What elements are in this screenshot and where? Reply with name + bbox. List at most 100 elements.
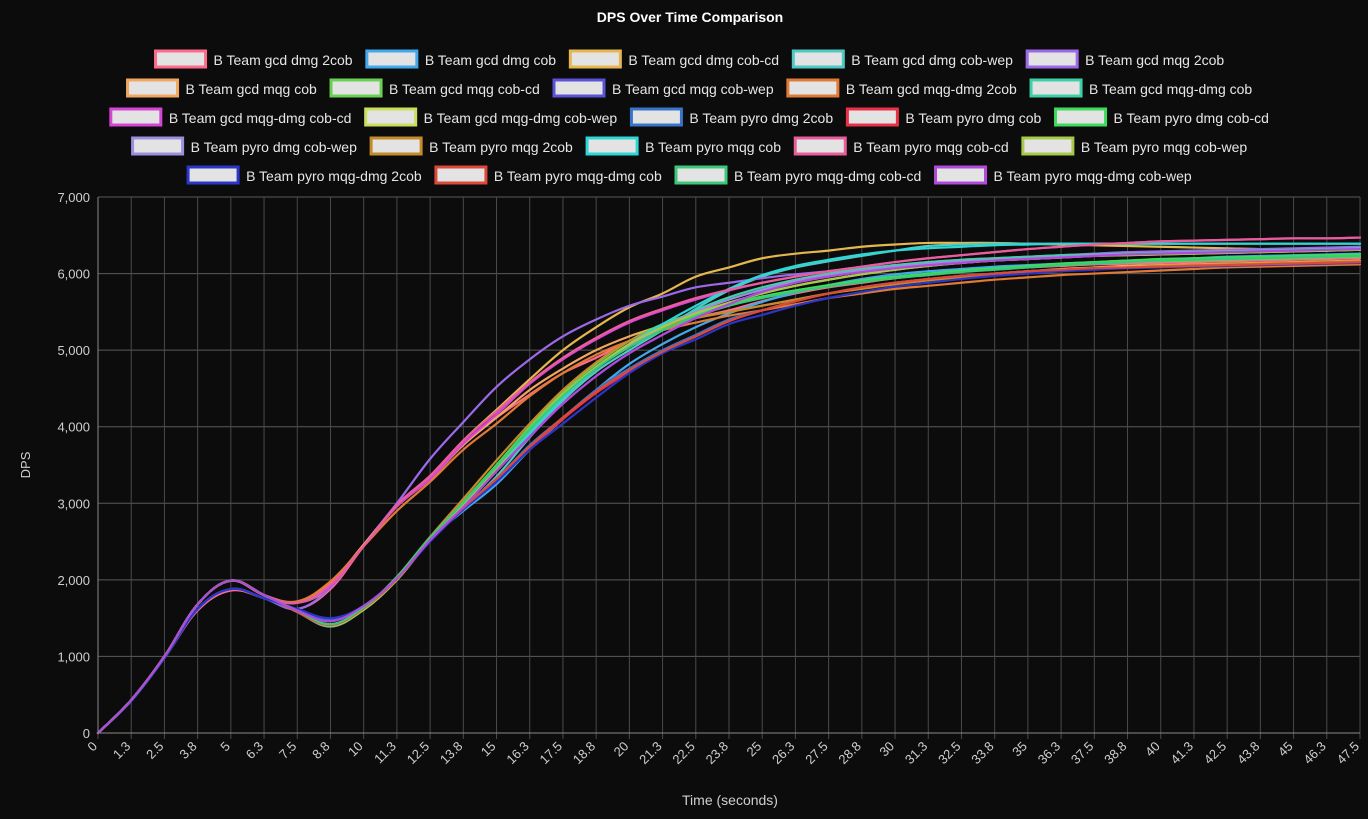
- legend-item[interactable]: B Team gcd dmg 2cob: [154, 49, 353, 69]
- x-tick-label: 33.8: [968, 739, 997, 768]
- legend-swatch: [1025, 49, 1079, 69]
- x-axis-label: Time (seconds): [682, 792, 778, 808]
- legend-swatch: [131, 136, 185, 156]
- axes: 0 1,000 2,000 3,000 4,000 5,000 6,000 7,000 0 1.3…: [57, 190, 1362, 767]
- x-tick-label: 25: [743, 739, 764, 760]
- legend-label: B Team gcd dmg cob: [425, 52, 556, 68]
- legend-label: B Team gcd mqg-dmg cob-wep: [424, 110, 618, 126]
- legend-swatch: [1029, 78, 1083, 98]
- legend-swatch: [365, 49, 419, 69]
- legend-item[interactable]: B Team gcd mqg-dmg cob-wep: [364, 107, 618, 127]
- legend-label: B Team pyro mqg 2cob: [429, 139, 573, 155]
- chart-title: DPS Over Time Comparison: [597, 9, 783, 25]
- legend-item[interactable]: B Team pyro dmg cob: [845, 107, 1042, 127]
- legend-label: B Team gcd mqg 2cob: [1085, 52, 1224, 68]
- x-tick-label: 43.8: [1234, 739, 1263, 768]
- legend-swatch: [364, 107, 418, 127]
- series-line-5: [96, 245, 1362, 735]
- legend-swatch: [369, 136, 423, 156]
- legend-item[interactable]: B Team gcd dmg cob: [365, 49, 556, 69]
- legend-swatch: [585, 136, 639, 156]
- legend-item[interactable]: B Team gcd mqg-dmg cob: [1029, 78, 1252, 98]
- legend-item[interactable]: B Team gcd dmg cob-cd: [568, 49, 779, 69]
- x-tick-label: 47.5: [1334, 739, 1363, 768]
- x-tick-label: 40: [1142, 739, 1163, 760]
- x-tick-label: 12.5: [404, 739, 433, 768]
- x-tick-label: 26.3: [769, 739, 798, 768]
- legend-item[interactable]: B Team gcd mqg 2cob: [1025, 49, 1224, 69]
- legend-label: B Team pyro dmg cob-cd: [1114, 110, 1269, 126]
- legend-item[interactable]: B Team gcd mqg cob-cd: [329, 78, 540, 98]
- series-line-19: [96, 236, 1362, 735]
- x-tick-label: 23.8: [703, 739, 732, 768]
- legend-item[interactable]: B Team gcd mqg cob-wep: [552, 78, 774, 98]
- x-tick-label: 0: [84, 739, 100, 755]
- grid: [97, 196, 1361, 739]
- legend-swatch: [329, 78, 383, 98]
- x-tick-label: 37.5: [1068, 739, 1097, 768]
- x-tick-label: 36.3: [1035, 739, 1064, 768]
- series-line-9: [96, 263, 1362, 735]
- legend-label: B Team pyro mqg cob-wep: [1081, 139, 1247, 155]
- y-tick-label: 0: [83, 726, 90, 741]
- y-axis-label: DPS: [18, 451, 33, 478]
- legend-label: B Team gcd mqg cob-cd: [389, 81, 540, 97]
- legend-swatch: [786, 78, 840, 98]
- y-tick-label: 4,000: [57, 420, 90, 435]
- legend-swatch: [674, 165, 728, 185]
- legend-swatch: [629, 107, 683, 127]
- legend-item[interactable]: B Team gcd mqg cob: [126, 78, 317, 98]
- legend-label: B Team gcd dmg cob-cd: [628, 52, 779, 68]
- x-tick-label: 18.8: [570, 739, 599, 768]
- legend-label: B Team pyro mqg-dmg 2cob: [246, 168, 422, 184]
- legend-swatch: [126, 78, 180, 98]
- legend-label: B Team pyro mqg-dmg cob-cd: [734, 168, 921, 184]
- legend-item[interactable]: B Team pyro mqg cob-cd: [793, 136, 1009, 156]
- legend-item[interactable]: B Team pyro mqg 2cob: [369, 136, 573, 156]
- legend-label: B Team pyro dmg cob: [905, 110, 1041, 126]
- legend-label: B Team gcd mqg-dmg cob: [1089, 81, 1252, 97]
- legend-item[interactable]: B Team pyro mqg-dmg cob-cd: [674, 165, 921, 185]
- legend-item[interactable]: B Team pyro mqg-dmg cob: [434, 165, 662, 185]
- legend-item[interactable]: B Team pyro mqg cob: [585, 136, 781, 156]
- legend-item[interactable]: B Team pyro dmg 2cob: [629, 107, 833, 127]
- legend-swatch: [568, 49, 622, 69]
- legend-item[interactable]: B Team pyro mqg cob-wep: [1021, 136, 1247, 156]
- legend-label: B Team gcd mqg cob-wep: [612, 81, 774, 97]
- x-tick-label: 10: [345, 739, 366, 760]
- x-tick-label: 21.3: [636, 739, 665, 768]
- legend-swatch: [934, 165, 988, 185]
- legend-item[interactable]: B Team pyro dmg cob-cd: [1054, 107, 1269, 127]
- legend-swatch: [434, 165, 488, 185]
- x-tick-label: 11.3: [371, 739, 399, 767]
- x-tick-label: 15: [478, 739, 499, 760]
- x-tick-label: 5: [217, 739, 233, 755]
- x-tick-label: 27.5: [802, 739, 831, 768]
- x-tick-label: 8.8: [309, 739, 332, 762]
- legend-item[interactable]: B Team pyro mqg-dmg 2cob: [186, 165, 422, 185]
- x-tick-label: 20: [611, 739, 632, 760]
- x-tick-label: 2.5: [143, 739, 166, 762]
- legend: B Team gcd dmg 2cob B Team gcd dmg cob B T…: [109, 49, 1269, 185]
- legend-label: B Team pyro mqg cob: [645, 139, 781, 155]
- legend-label: B Team pyro mqg cob-cd: [853, 139, 1008, 155]
- x-tick-label: 1.3: [110, 739, 133, 762]
- legend-item[interactable]: B Team gcd mqg-dmg 2cob: [786, 78, 1017, 98]
- legend-swatch: [154, 49, 208, 69]
- x-tick-label: 32.5: [935, 739, 964, 768]
- x-tick-label: 3.8: [176, 739, 199, 762]
- y-tick-label: 7,000: [57, 190, 90, 205]
- legend-item[interactable]: B Team gcd mqg-dmg cob-cd: [109, 107, 352, 127]
- series-lines: [96, 236, 1362, 735]
- x-tick-label: 41.3: [1168, 739, 1197, 768]
- legend-label: B Team pyro dmg cob-wep: [191, 139, 357, 155]
- legend-swatch: [1021, 136, 1075, 156]
- legend-item[interactable]: B Team pyro mqg-dmg cob-wep: [934, 165, 1192, 185]
- legend-swatch: [1054, 107, 1108, 127]
- legend-label: B Team gcd dmg 2cob: [214, 52, 353, 68]
- legend-item[interactable]: B Team gcd dmg cob-wep: [791, 49, 1013, 69]
- legend-item[interactable]: B Team pyro dmg cob-wep: [131, 136, 357, 156]
- x-tick-label: 6.3: [243, 739, 266, 762]
- legend-label: B Team gcd dmg cob-wep: [851, 52, 1013, 68]
